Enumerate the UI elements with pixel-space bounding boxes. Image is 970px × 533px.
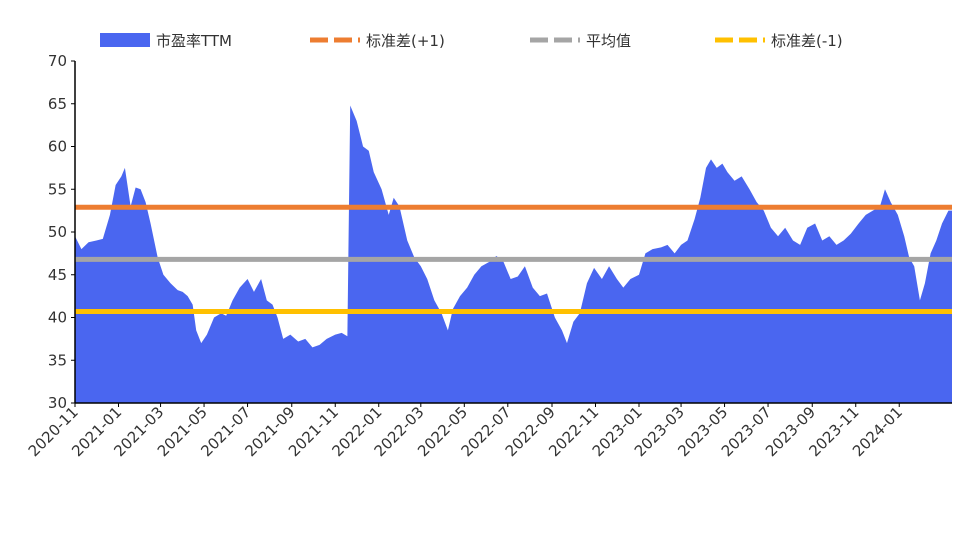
pe-ttm-area [75, 105, 952, 404]
plot-area [75, 105, 952, 404]
x-axis-ticks: 2020-112021-012021-032021-052021-072021-… [25, 403, 906, 460]
reference-lines [75, 204, 952, 315]
y-tick-label: 35 [48, 351, 67, 369]
y-tick-label: 55 [48, 180, 67, 198]
y-tick-label: 65 [48, 95, 67, 113]
y-tick-label: 60 [48, 138, 67, 156]
legend-swatch [100, 33, 150, 47]
y-tick-label: 30 [48, 394, 67, 412]
legend: 市盈率TTM 标准差(+1) 平均值 标准差(-1) [100, 32, 843, 50]
y-tick-label: 70 [48, 52, 67, 70]
legend-item-pe-ttm: 市盈率TTM [100, 32, 232, 50]
legend-label: 标准差(-1) [771, 32, 843, 50]
legend-item-std-minus1: 标准差(-1) [715, 32, 843, 50]
legend-label: 标准差(+1) [366, 32, 445, 50]
legend-item-mean: 平均值 [530, 32, 631, 50]
y-tick-label: 40 [48, 309, 67, 327]
legend-label: 市盈率TTM [156, 32, 232, 50]
y-axis-ticks: 30 35 40 45 50 55 60 65 70 [48, 52, 75, 412]
legend-item-std-plus1: 标准差(+1) [310, 32, 445, 50]
y-tick-label: 50 [48, 223, 67, 241]
y-tick-label: 45 [48, 266, 67, 284]
legend-label: 平均值 [586, 32, 631, 50]
